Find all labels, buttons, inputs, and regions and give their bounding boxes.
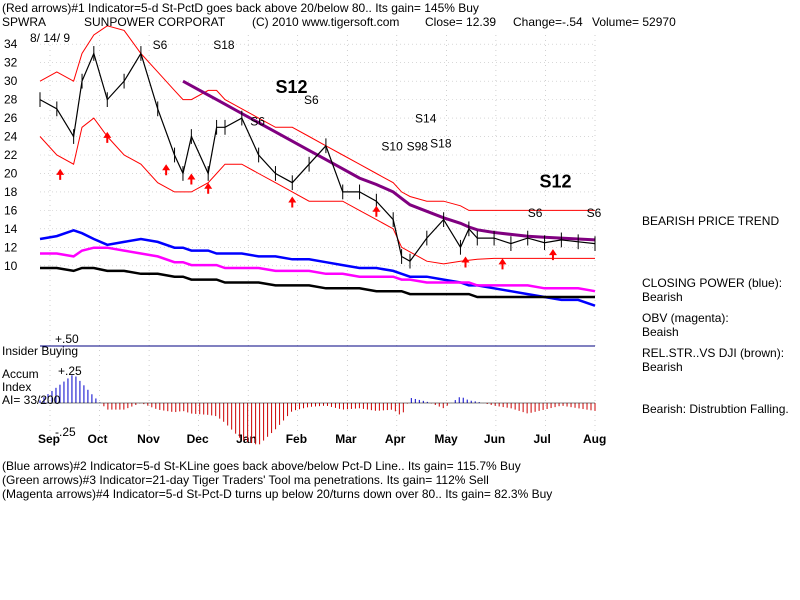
date-label: 8/ 14/ 9 (30, 31, 71, 45)
obv-label: OBV (magenta): (642, 311, 729, 325)
signal-label: S6 (304, 93, 319, 107)
closing-power-label: CLOSING POWER (blue): (642, 276, 783, 290)
footer-indicator4: (Magenta arrows)#4 Indicator=5-d St-Pct-… (2, 487, 553, 501)
ai-label: AI= 33/200 (2, 393, 61, 407)
y-tick-label: 18 (4, 185, 18, 199)
close-value: Close= 12.39 (425, 15, 497, 29)
y-axis-ticks: 34 32 30 28 26 24 22 20 18 16 14 12 10 (4, 37, 18, 273)
y-tick-label: 32 (4, 56, 18, 70)
closing-power-value: Bearish (642, 290, 683, 304)
buy-arrow (56, 168, 65, 180)
buy-arrow (162, 164, 171, 176)
closing-power-line (39, 228, 596, 307)
month-label: May (434, 432, 458, 446)
grid-lines (40, 35, 596, 440)
obv-line (40, 246, 596, 293)
insider-label: Insider Buying (2, 344, 79, 358)
month-label: Sep (38, 432, 60, 446)
minus25-label: -.25 (55, 425, 76, 439)
footer-indicator3: (Green arrows)#3 Indicator=21-day Tiger … (2, 473, 489, 487)
plus25-label: +.25 (58, 364, 82, 378)
trend-label: BEARISH PRICE TREND (642, 214, 780, 228)
signal-label: S6 (153, 38, 168, 52)
x-axis-months: Sep Oct Nov Dec Jan Feb Mar Apr May Jun Jul Aug (38, 432, 606, 446)
month-label: Mar (335, 432, 357, 446)
volume-value: Volume= 52970 (592, 15, 676, 29)
y-tick-label: 26 (4, 111, 18, 125)
moving-average-line (182, 79, 596, 242)
y-tick-label: 28 (4, 93, 18, 107)
buy-arrow (288, 196, 297, 208)
month-label: Oct (88, 432, 108, 446)
month-label: Aug (583, 432, 606, 446)
y-tick-label: 14 (4, 222, 18, 236)
buy-arrows (56, 131, 557, 270)
upper-band-line (39, 25, 595, 211)
month-label: Jul (533, 432, 550, 446)
month-label: Apr (385, 432, 406, 446)
price-bars (39, 46, 596, 269)
y-tick-label: 24 (4, 130, 18, 144)
signal-label: S18 (430, 137, 452, 151)
y-tick-label: 22 (4, 148, 18, 162)
copyright: (C) 2010 www.tigersoft.com (252, 15, 400, 29)
buy-arrow (498, 258, 507, 270)
signal-label: S6 (528, 206, 543, 220)
signal-label: S12 (275, 77, 307, 97)
y-tick-label: 34 (4, 37, 18, 51)
y-tick-label: 12 (4, 240, 18, 254)
buy-arrow (461, 256, 470, 268)
change-value: Change=-.54 (513, 15, 583, 29)
signal-label: S10 (381, 139, 403, 153)
relstr-value: Bearish (642, 360, 683, 374)
y-tick-label: 20 (4, 166, 18, 180)
month-label: Jun (484, 432, 505, 446)
symbol: SPWRA (2, 15, 47, 29)
plus50-label: +.50 (55, 332, 79, 346)
y-tick-label: 10 (4, 259, 18, 273)
signal-label: S14 (415, 112, 437, 126)
signal-label: S98 (407, 139, 429, 153)
accum-status: Bearish: Distrubtion Falling. (642, 402, 789, 416)
accum-label: Accum (2, 367, 39, 381)
buy-arrow (204, 182, 213, 194)
relstr-label: REL.STR..VS DJI (brown): (642, 346, 785, 360)
moving-average (182, 79, 596, 242)
month-label: Nov (137, 432, 160, 446)
buy-arrow (548, 249, 557, 261)
price-line (39, 51, 596, 262)
signal-label: S18 (213, 38, 235, 52)
relstr-line (40, 266, 595, 299)
buy-arrow (187, 173, 196, 185)
buy-arrow (103, 131, 112, 143)
bollinger-bands (39, 25, 595, 265)
index-label: Index (2, 380, 32, 394)
indicator-lines (39, 228, 596, 347)
month-label: Feb (286, 432, 307, 446)
header-indicator1: (Red arrows)#1 Indicator=5-d St-PctD goe… (2, 1, 479, 15)
footer-indicator2: (Blue arrows)#2 Indicator=5-d St-KLine g… (2, 459, 521, 473)
obv-value: Beaish (642, 325, 679, 339)
y-tick-label: 16 (4, 203, 18, 217)
y-tick-label: 30 (4, 74, 18, 88)
month-label: Dec (187, 432, 209, 446)
company-name: SUNPOWER CORPORAT (84, 15, 226, 29)
accum-histogram (39, 375, 596, 445)
signal-label: S12 (540, 171, 572, 191)
signal-label: S6 (587, 206, 602, 220)
buy-arrow (372, 205, 381, 217)
signal-label: S6 (250, 114, 265, 128)
lower-band-line (39, 117, 595, 265)
